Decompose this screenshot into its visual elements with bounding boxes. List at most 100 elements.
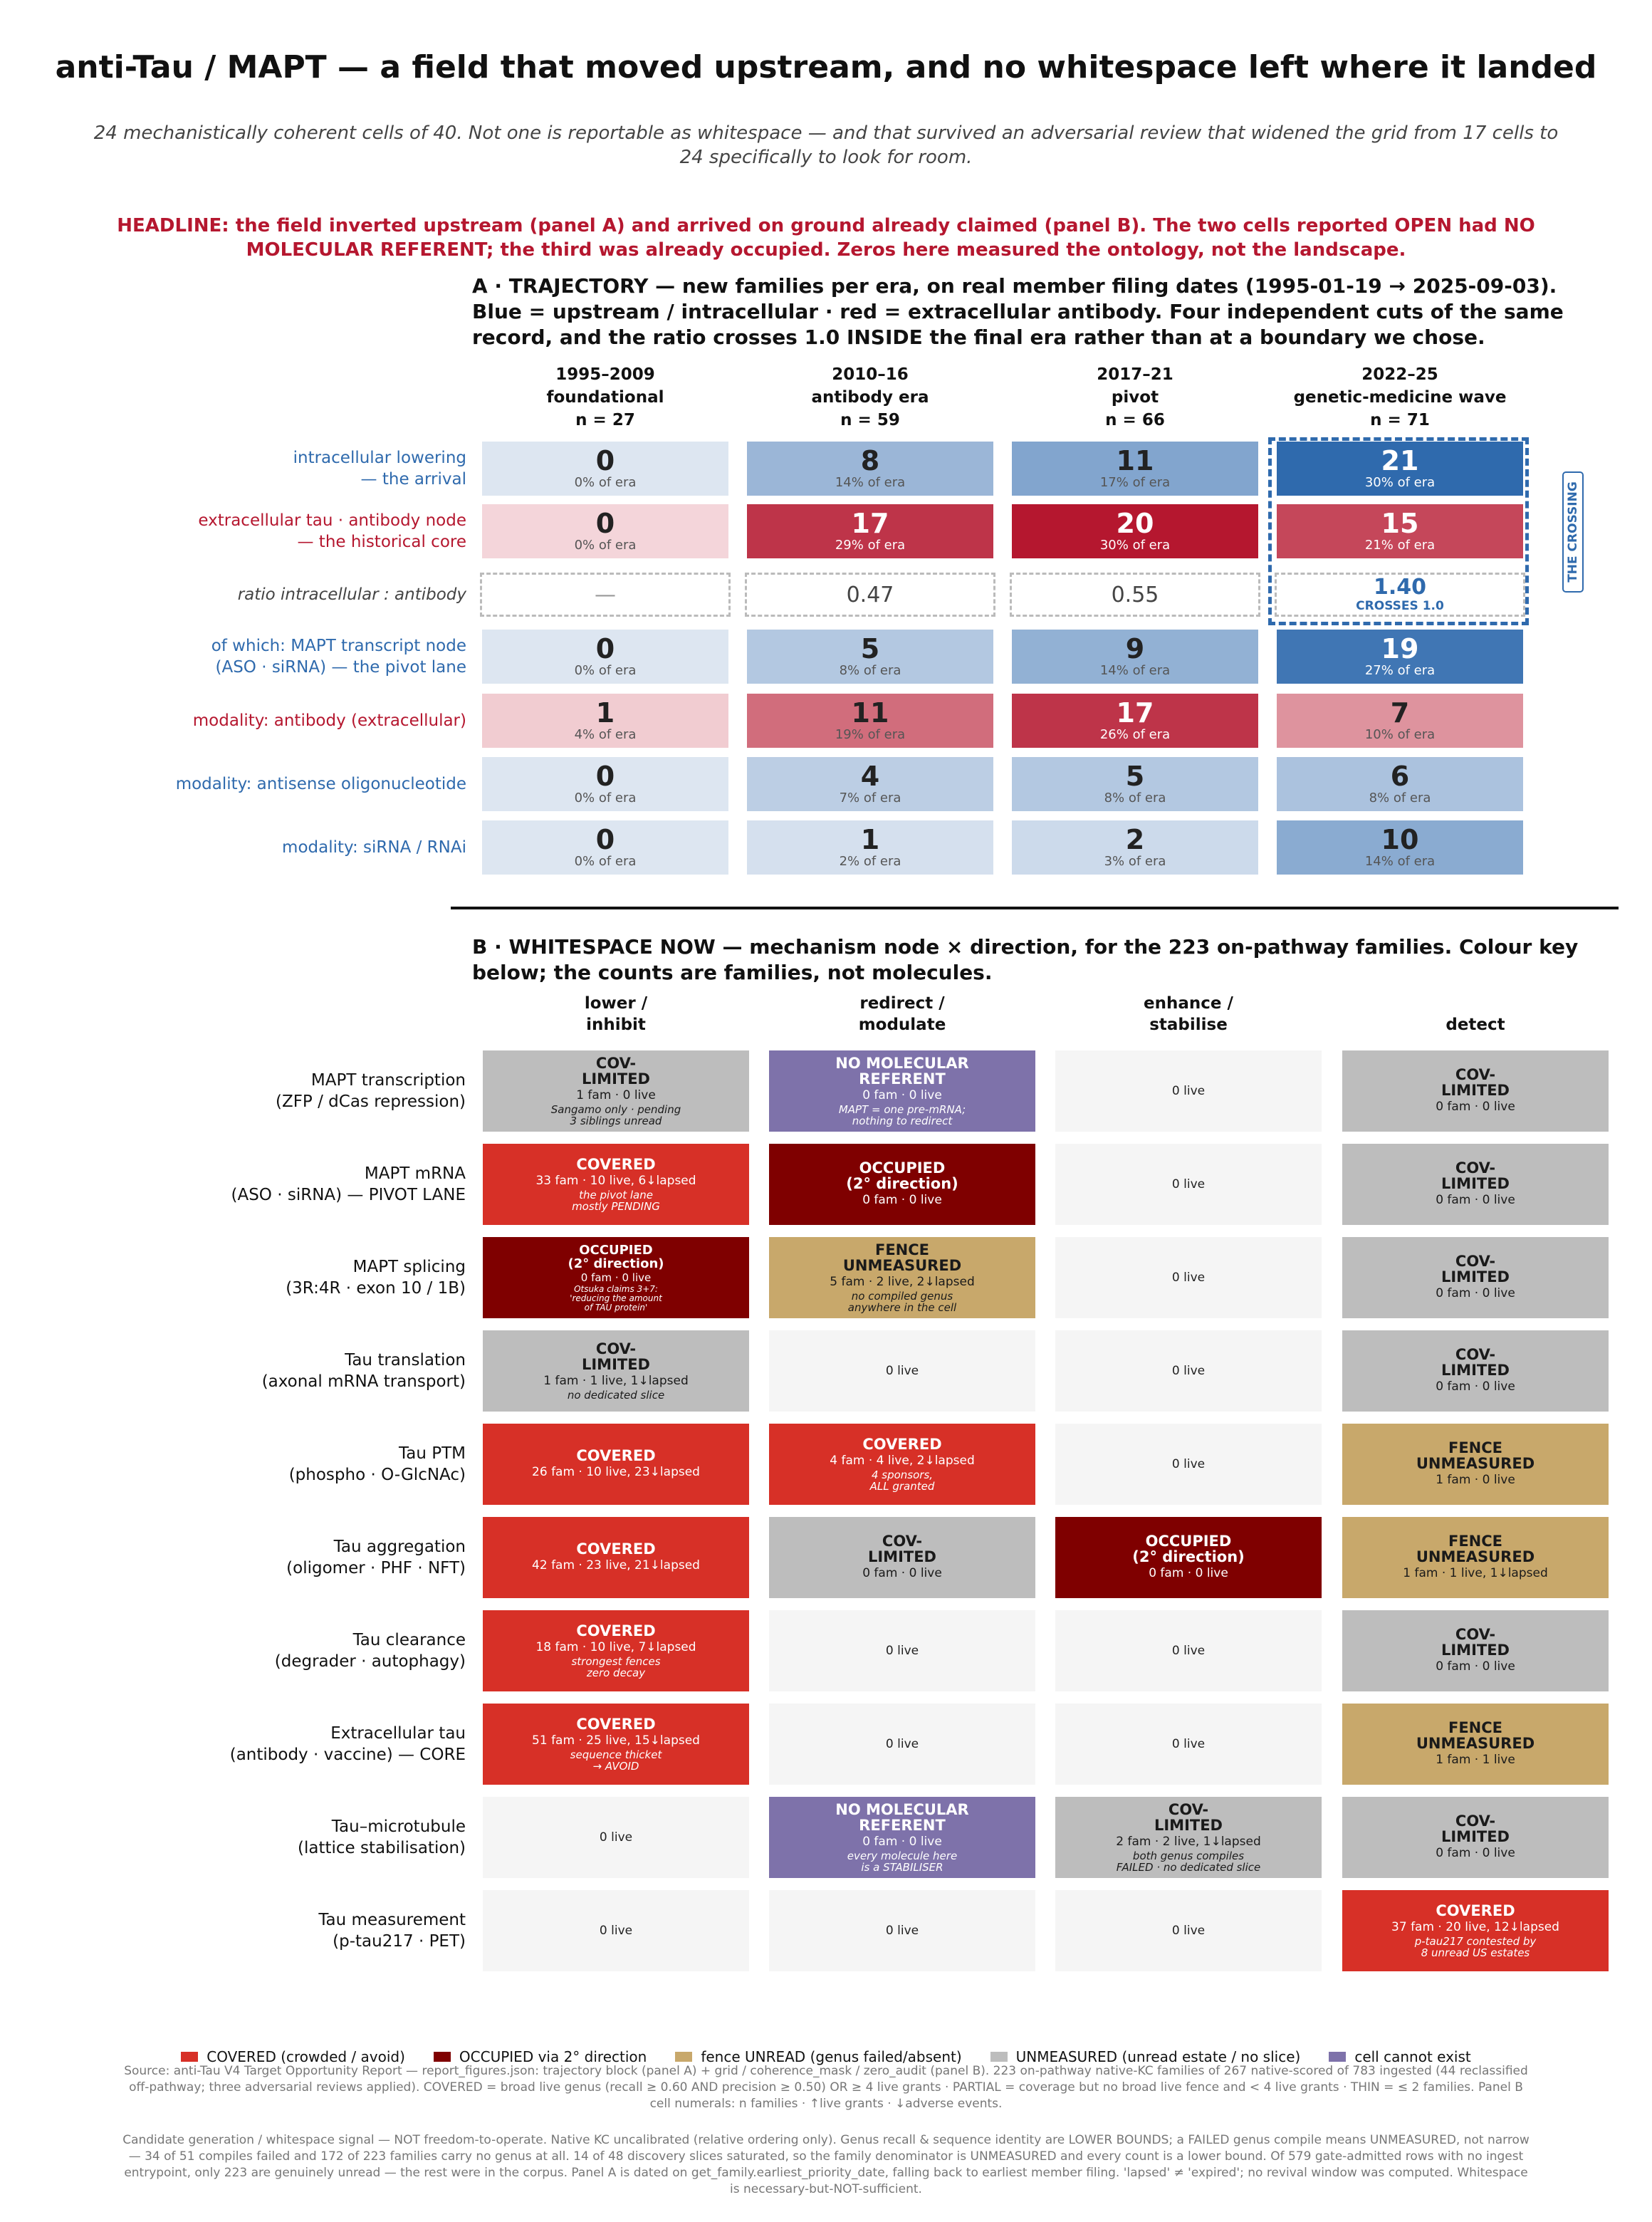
- cell-status: COVERED: [576, 1541, 655, 1557]
- cell-note-line: 8 unread US estates: [1421, 1946, 1530, 1959]
- grid-cell-unmeasured: COV- LIMITED 1 fam · 1 live, 1↓lapsed no de…: [483, 1330, 749, 1412]
- grid-cell-covered: COVERED 33 fam · 10 live, 6↓lapsed the piv…: [483, 1144, 749, 1225]
- cell-note-line: → AVOID: [592, 1760, 639, 1773]
- cell-status-line: COV-: [882, 1533, 923, 1550]
- cell-counts: 0 live: [885, 1644, 919, 1658]
- grid-cell-fence: FENCE UNMEASURED 5 fam · 2 live, 2↓lapsed n…: [769, 1237, 1035, 1318]
- source-note: Source: anti-Tau V4 Target Opportunity R…: [124, 2064, 1528, 2111]
- trajectory-cell: 0 0% of era: [482, 504, 728, 558]
- grid-row-label-line: Tau PTM: [399, 1444, 466, 1463]
- cell-status: OCCUPIED (2° direction): [846, 1160, 958, 1191]
- trajectory-cell: 0 0% of era: [482, 442, 728, 496]
- grid-cell-covered: COVERED 37 fam · 20 live, 12↓lapsed p-tau2…: [1342, 1890, 1609, 1971]
- grid-cell-unmeasured: COV- LIMITED 0 fam · 0 live: [1342, 1050, 1609, 1132]
- cell-note-line: 3 siblings unread: [570, 1115, 662, 1127]
- cell-note: both genus compiles FAILED · no dedicated…: [1117, 1850, 1260, 1873]
- cell-status: COV- LIMITED: [1441, 1813, 1510, 1845]
- trajectory-pct: 0% of era: [574, 538, 637, 553]
- trajectory-count: 0: [595, 633, 615, 664]
- trajectory-pct: 8% of era: [1104, 791, 1166, 805]
- legend-label: fence UNREAD (genus failed/absent): [701, 2048, 962, 2065]
- cell-status: NO MOLECULAR REFERENT: [835, 1055, 968, 1087]
- legend-label: UNMEASURED (unread estate / no slice): [1015, 2048, 1301, 2065]
- trajectory-count: 0: [595, 445, 615, 476]
- trajectory-count: 9: [1125, 633, 1145, 664]
- cell-status-line: FENCE: [1448, 1533, 1503, 1550]
- cell-note-line: the pivot lane: [579, 1189, 653, 1201]
- grid-cell-covered: COVERED 42 fam · 23 live, 21↓lapsed: [483, 1517, 749, 1598]
- trajectory-pct: 4% of era: [574, 727, 637, 742]
- cell-counts: 37 fam · 20 live, 12↓lapsed: [1391, 1920, 1559, 1934]
- grid-cell-empty: 0 live: [769, 1704, 1035, 1785]
- cell-status-line: COV-: [1455, 1346, 1496, 1363]
- crossing-label-text: THE CROSSING: [1566, 481, 1581, 583]
- cell-status-line: OCCUPIED: [1145, 1533, 1232, 1550]
- cell-counts: 0 live: [1171, 1457, 1206, 1471]
- cell-status-line: COVERED: [1436, 1902, 1515, 1919]
- crossing-highlight: [1268, 437, 1529, 625]
- grid-cell-unmeasured: COV- LIMITED 1 fam · 0 live Sangamo only · …: [483, 1050, 749, 1132]
- grid-row-label-line: (axonal mRNA transport): [261, 1372, 466, 1391]
- cell-status-line: LIMITED: [1441, 1828, 1510, 1845]
- cell-status: COV- LIMITED: [582, 1341, 650, 1372]
- cell-status-line: LIMITED: [867, 1548, 936, 1565]
- trajectory-count: 17: [1116, 697, 1154, 729]
- cell-status-line: LIMITED: [581, 1356, 650, 1373]
- trajectory-count: 19: [1381, 633, 1419, 664]
- cell-note-line: mostly PENDING: [572, 1200, 660, 1213]
- grid-row-label-line: (3R:4R · exon 10 / 1B): [286, 1279, 466, 1298]
- trajectory-cell: 5 8% of era: [747, 630, 993, 684]
- grid-column-header-line: stabilise: [1149, 1016, 1228, 1034]
- grid-row-label-line: (lattice stabilisation): [298, 1839, 466, 1857]
- grid-row-label: Tau translation (axonal mRNA transport): [142, 1350, 466, 1392]
- era-n: n = 59: [840, 411, 900, 429]
- cell-counts: 0 fam · 0 live: [1436, 1193, 1515, 1207]
- cell-note-line: every molecule here: [847, 1850, 958, 1862]
- cell-counts: 0 live: [1171, 1644, 1206, 1658]
- grid-column-header-line: lower /: [584, 994, 648, 1013]
- grid-row-label: Tau PTM (phospho · O-GlcNAc): [142, 1443, 466, 1486]
- cell-status-line: COVERED: [576, 1622, 656, 1639]
- cell-status: FENCE UNMEASURED: [1416, 1440, 1535, 1471]
- cell-counts: 26 fam · 10 live, 23↓lapsed: [532, 1465, 700, 1479]
- grid-cell-unmeasured: COV- LIMITED 0 fam · 0 live: [1342, 1237, 1609, 1318]
- cell-status: COVERED: [1436, 1903, 1515, 1919]
- cell-note: the pivot lane mostly PENDING: [572, 1189, 660, 1212]
- trajectory-cell: 21 30% of era: [1277, 442, 1523, 496]
- grid-column-header: enhance / stabilise: [1055, 993, 1322, 1036]
- cell-note: strongest fences zero decay: [571, 1656, 660, 1679]
- trajectory-row-label: modality: antibody (extracellular): [43, 710, 466, 731]
- cell-counts: 0 live: [885, 1364, 919, 1378]
- cell-note: MAPT = one pre-mRNA; nothing to redirect: [839, 1104, 966, 1127]
- cell-status: COVERED: [576, 1448, 655, 1464]
- trajectory-pct: 26% of era: [1099, 727, 1171, 742]
- trajectory-row-label-line: (ASO · siRNA) — the pivot lane: [215, 658, 466, 677]
- legend-label: COVERED (crowded / avoid): [206, 2048, 405, 2065]
- legend-label: OCCUPIED via 2° direction: [459, 2048, 647, 2065]
- grid-cell-empty: 0 live: [769, 1610, 1035, 1691]
- cell-note-line: p-tau217 contested by: [1414, 1935, 1537, 1948]
- cell-counts: 0 live: [1171, 1177, 1206, 1191]
- cell-status: COVERED: [576, 1716, 655, 1732]
- trajectory-pct: 0% of era: [574, 854, 637, 869]
- trajectory-cell: 2 3% of era: [1012, 820, 1258, 875]
- trajectory-count: 0: [595, 761, 615, 792]
- trajectory-count: 20: [1116, 508, 1154, 539]
- trajectory-row-label-line: extracellular tau · antibody node: [198, 511, 466, 530]
- cell-status-line: COVERED: [576, 1716, 656, 1733]
- trajectory-cell: 7 10% of era: [1277, 694, 1523, 748]
- cell-note: p-tau217 contested by 8 unread US estates: [1415, 1936, 1537, 1958]
- legend-swatch: [675, 2052, 693, 2062]
- figure-title: anti-Tau / MAPT — a field that moved ups…: [55, 49, 1597, 85]
- grid-row-label-line: Tau clearance: [352, 1631, 466, 1649]
- cell-note: no dedicated slice: [568, 1389, 664, 1401]
- trajectory-row-label: modality: antisense oligonucleotide: [43, 773, 466, 795]
- trajectory-count: 5: [1125, 761, 1145, 792]
- cell-status-line: COV-: [1455, 1626, 1496, 1643]
- cell-counts: 0 live: [599, 1924, 633, 1938]
- cell-note: 4 sponsors, ALL granted: [870, 1469, 935, 1492]
- grid-cell-unmeasured: COV- LIMITED 0 fam · 0 live: [1342, 1144, 1609, 1225]
- cell-counts: 0 fam · 0 live: [862, 1088, 942, 1102]
- cell-counts: 0 live: [599, 1830, 633, 1845]
- cell-status: NO MOLECULAR REFERENT: [835, 1802, 968, 1833]
